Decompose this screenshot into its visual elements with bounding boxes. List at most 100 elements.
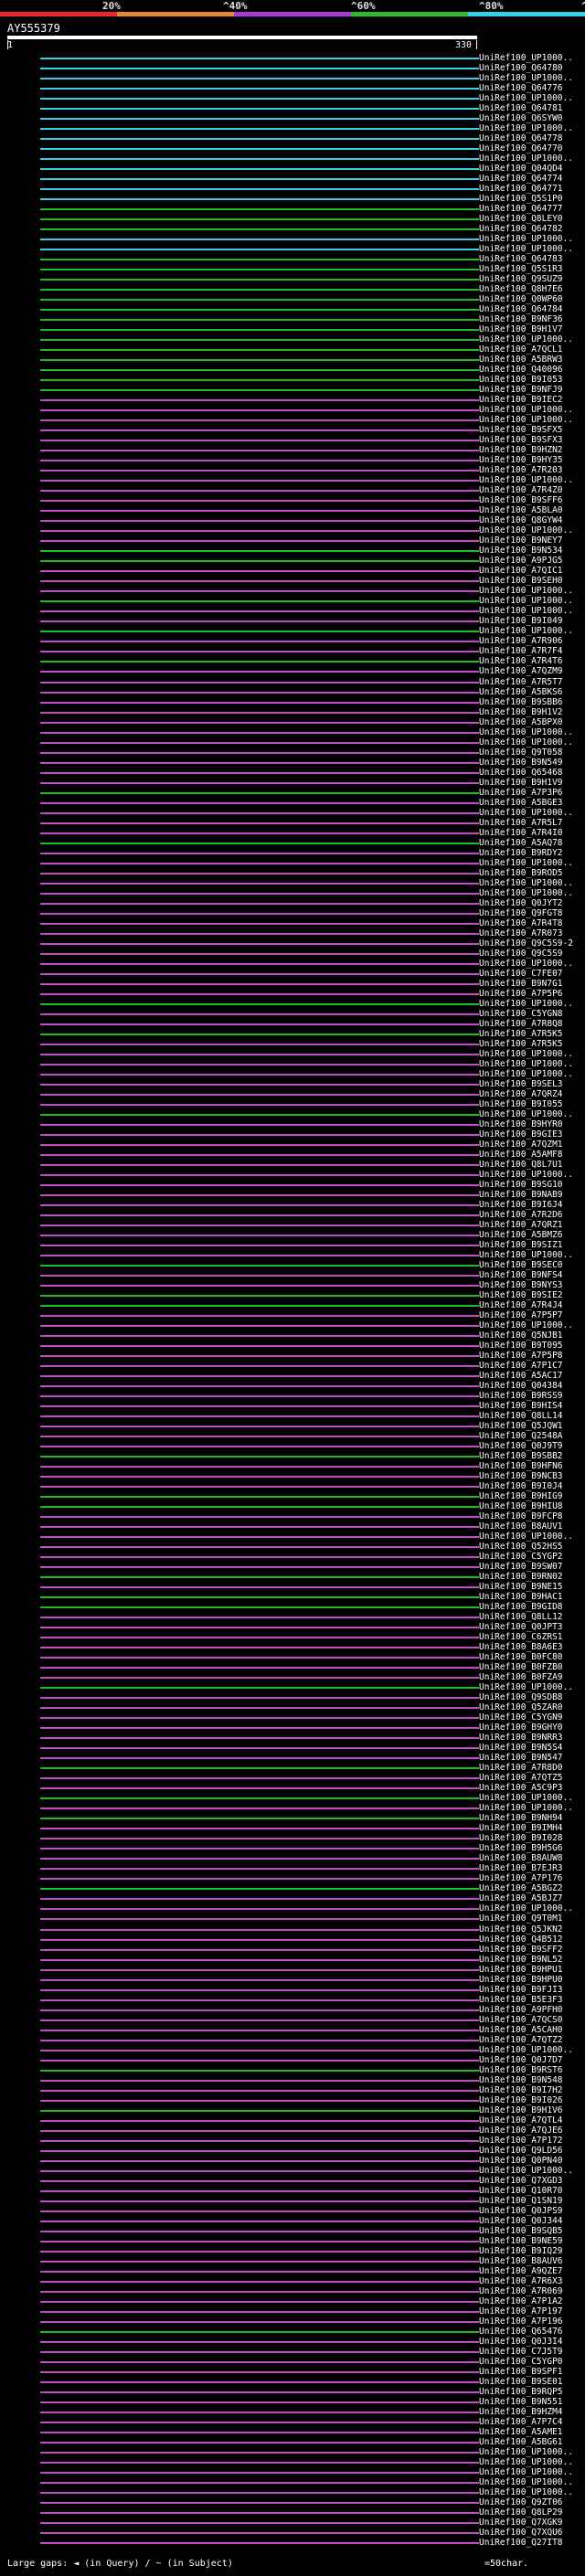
hit-label[interactable]: UniRef100_B9RST6: [479, 2064, 563, 2075]
hit-alignment-bar[interactable]: [40, 2119, 479, 2122]
hit-alignment-bar[interactable]: [40, 309, 479, 312]
hit-label[interactable]: UniRef100_Q04QD4: [479, 164, 563, 175]
hit-alignment-bar[interactable]: [40, 892, 479, 895]
hit-label[interactable]: UniRef100_B9I6J4: [479, 1199, 563, 1210]
hit-alignment-bar[interactable]: [40, 1737, 479, 1740]
hit-label[interactable]: UniRef100_B0FZA9: [479, 1672, 563, 1683]
hit-label[interactable]: UniRef100_B9HAC1: [479, 1592, 563, 1603]
hit-alignment-bar[interactable]: [40, 369, 479, 372]
hit-label[interactable]: UniRef100_B8AUV6: [479, 2255, 563, 2266]
hit-alignment-bar[interactable]: [40, 1556, 479, 1559]
hit-alignment-bar[interactable]: [40, 1757, 479, 1760]
hit-label[interactable]: UniRef100_B8AUV1: [479, 1521, 563, 1532]
hit-label[interactable]: UniRef100_B9H1V9: [479, 777, 563, 788]
hit-alignment-bar[interactable]: [40, 842, 479, 844]
hit-alignment-bar[interactable]: [40, 2159, 479, 2162]
hit-label[interactable]: UniRef100_B9SFF6: [479, 495, 563, 506]
hit-label[interactable]: UniRef100_B9SG10: [479, 1179, 563, 1190]
hit-label[interactable]: UniRef100_UP1000..: [479, 1169, 573, 1180]
hit-label[interactable]: UniRef100_A7P1C7: [479, 1361, 563, 1372]
hit-alignment-bar[interactable]: [40, 460, 479, 462]
hit-alignment-bar[interactable]: [40, 701, 479, 704]
hit-label[interactable]: UniRef100_Q0JYT2: [479, 897, 563, 908]
hit-label[interactable]: UniRef100_Q0J344: [479, 2215, 563, 2226]
hit-label[interactable]: UniRef100_UP1000..: [479, 737, 573, 747]
hit-alignment-bar[interactable]: [40, 1838, 479, 1840]
hit-label[interactable]: UniRef100_B9HIU8: [479, 1501, 563, 1512]
hit-label[interactable]: UniRef100_B8AUW8: [479, 1853, 563, 1864]
hit-alignment-bar[interactable]: [40, 2210, 479, 2212]
hit-alignment-bar[interactable]: [40, 1012, 479, 1015]
hit-label[interactable]: UniRef100_B9HPU1: [479, 1964, 563, 1975]
hit-alignment-bar[interactable]: [40, 1043, 479, 1045]
hit-alignment-bar[interactable]: [40, 1647, 479, 1649]
hit-alignment-bar[interactable]: [40, 2149, 479, 2152]
hit-label[interactable]: UniRef100_B9I0J4: [479, 1481, 563, 1492]
hit-label[interactable]: UniRef100_UP1000..: [479, 2476, 573, 2487]
hit-label[interactable]: UniRef100_B9NFS4: [479, 1269, 563, 1280]
hit-alignment-bar[interactable]: [40, 671, 479, 673]
hit-alignment-bar[interactable]: [40, 721, 479, 724]
hit-alignment-bar[interactable]: [40, 2441, 479, 2443]
hit-alignment-bar[interactable]: [40, 1828, 479, 1830]
hit-alignment-bar[interactable]: [40, 1486, 479, 1489]
hit-label[interactable]: UniRef100_UP1000..: [479, 626, 573, 637]
hit-label[interactable]: UniRef100_UP1000..: [479, 2165, 573, 2176]
hit-label[interactable]: UniRef100_C5YGP0: [479, 2356, 563, 2367]
hit-alignment-bar[interactable]: [40, 2380, 479, 2383]
hit-alignment-bar[interactable]: [40, 1193, 479, 1196]
hit-label[interactable]: UniRef100_Q8H7E6: [479, 284, 563, 295]
hit-label[interactable]: UniRef100_Q8LL14: [479, 1411, 563, 1422]
hit-label[interactable]: UniRef100_UP1000..: [479, 244, 573, 255]
hit-alignment-bar[interactable]: [40, 2109, 479, 2112]
hit-label[interactable]: UniRef100_A7QTL4: [479, 2115, 563, 2125]
hit-label[interactable]: UniRef100_UP1000..: [479, 123, 573, 134]
hit-label[interactable]: UniRef100_Q9FGT8: [479, 907, 563, 918]
hit-label[interactable]: UniRef100_B9SEC0: [479, 1259, 563, 1270]
hit-alignment-bar[interactable]: [40, 2300, 479, 2303]
hit-alignment-bar[interactable]: [40, 1727, 479, 1730]
hit-alignment-bar[interactable]: [40, 399, 479, 402]
hit-label[interactable]: UniRef100_B9GHY0: [479, 1723, 563, 1733]
hit-label[interactable]: UniRef100_Q5JQW1: [479, 1421, 563, 1432]
hit-alignment-bar[interactable]: [40, 1787, 479, 1790]
hit-alignment-bar[interactable]: [40, 239, 479, 241]
hit-alignment-bar[interactable]: [40, 610, 479, 613]
hit-alignment-bar[interactable]: [40, 2330, 479, 2333]
hit-alignment-bar[interactable]: [40, 1103, 479, 1106]
hit-alignment-bar[interactable]: [40, 1244, 479, 1246]
hit-label[interactable]: UniRef100_B9NEY7: [479, 535, 563, 546]
hit-label[interactable]: UniRef100_Q64780: [479, 63, 563, 73]
hit-label[interactable]: UniRef100_A7P5P6: [479, 988, 563, 999]
hit-label[interactable]: UniRef100_B9NE15: [479, 1582, 563, 1593]
hit-label[interactable]: UniRef100_B7EJR3: [479, 1863, 563, 1874]
hit-alignment-bar[interactable]: [40, 1496, 479, 1499]
hit-alignment-bar[interactable]: [40, 681, 479, 684]
hit-alignment-bar[interactable]: [40, 2511, 479, 2514]
hit-label[interactable]: UniRef100_B9HZM4: [479, 2406, 563, 2417]
hit-label[interactable]: UniRef100_A7QRZ4: [479, 1088, 563, 1099]
hit-alignment-bar[interactable]: [40, 148, 479, 151]
hit-alignment-bar[interactable]: [40, 2521, 479, 2524]
hit-label[interactable]: UniRef100_Q5NJB1: [479, 1330, 563, 1341]
hit-label[interactable]: UniRef100_B9I053: [479, 375, 563, 386]
hit-label[interactable]: UniRef100_UP1000..: [479, 2466, 573, 2477]
hit-label[interactable]: UniRef100_UP1000..: [479, 958, 573, 969]
hit-alignment-bar[interactable]: [40, 1908, 479, 1911]
hit-alignment-bar[interactable]: [40, 1998, 479, 2001]
hit-label[interactable]: UniRef100_A5BRW3: [479, 355, 563, 366]
hit-alignment-bar[interactable]: [40, 1073, 479, 1076]
hit-alignment-bar[interactable]: [40, 1405, 479, 1408]
hit-alignment-bar[interactable]: [40, 2390, 479, 2393]
hit-alignment-bar[interactable]: [40, 932, 479, 935]
hit-alignment-bar[interactable]: [40, 992, 479, 995]
hit-label[interactable]: UniRef100_Q9SUZ9: [479, 274, 563, 285]
hit-label[interactable]: UniRef100_B9NCB3: [479, 1471, 563, 1482]
hit-alignment-bar[interactable]: [40, 158, 479, 161]
hit-label[interactable]: UniRef100_C5YGN8: [479, 1008, 563, 1019]
hit-alignment-bar[interactable]: [40, 128, 479, 131]
hit-alignment-bar[interactable]: [40, 590, 479, 593]
hit-label[interactable]: UniRef100_A7R4I0: [479, 827, 563, 838]
hit-alignment-bar[interactable]: [40, 419, 479, 422]
hit-label[interactable]: UniRef100_Q7XQU6: [479, 2527, 563, 2538]
